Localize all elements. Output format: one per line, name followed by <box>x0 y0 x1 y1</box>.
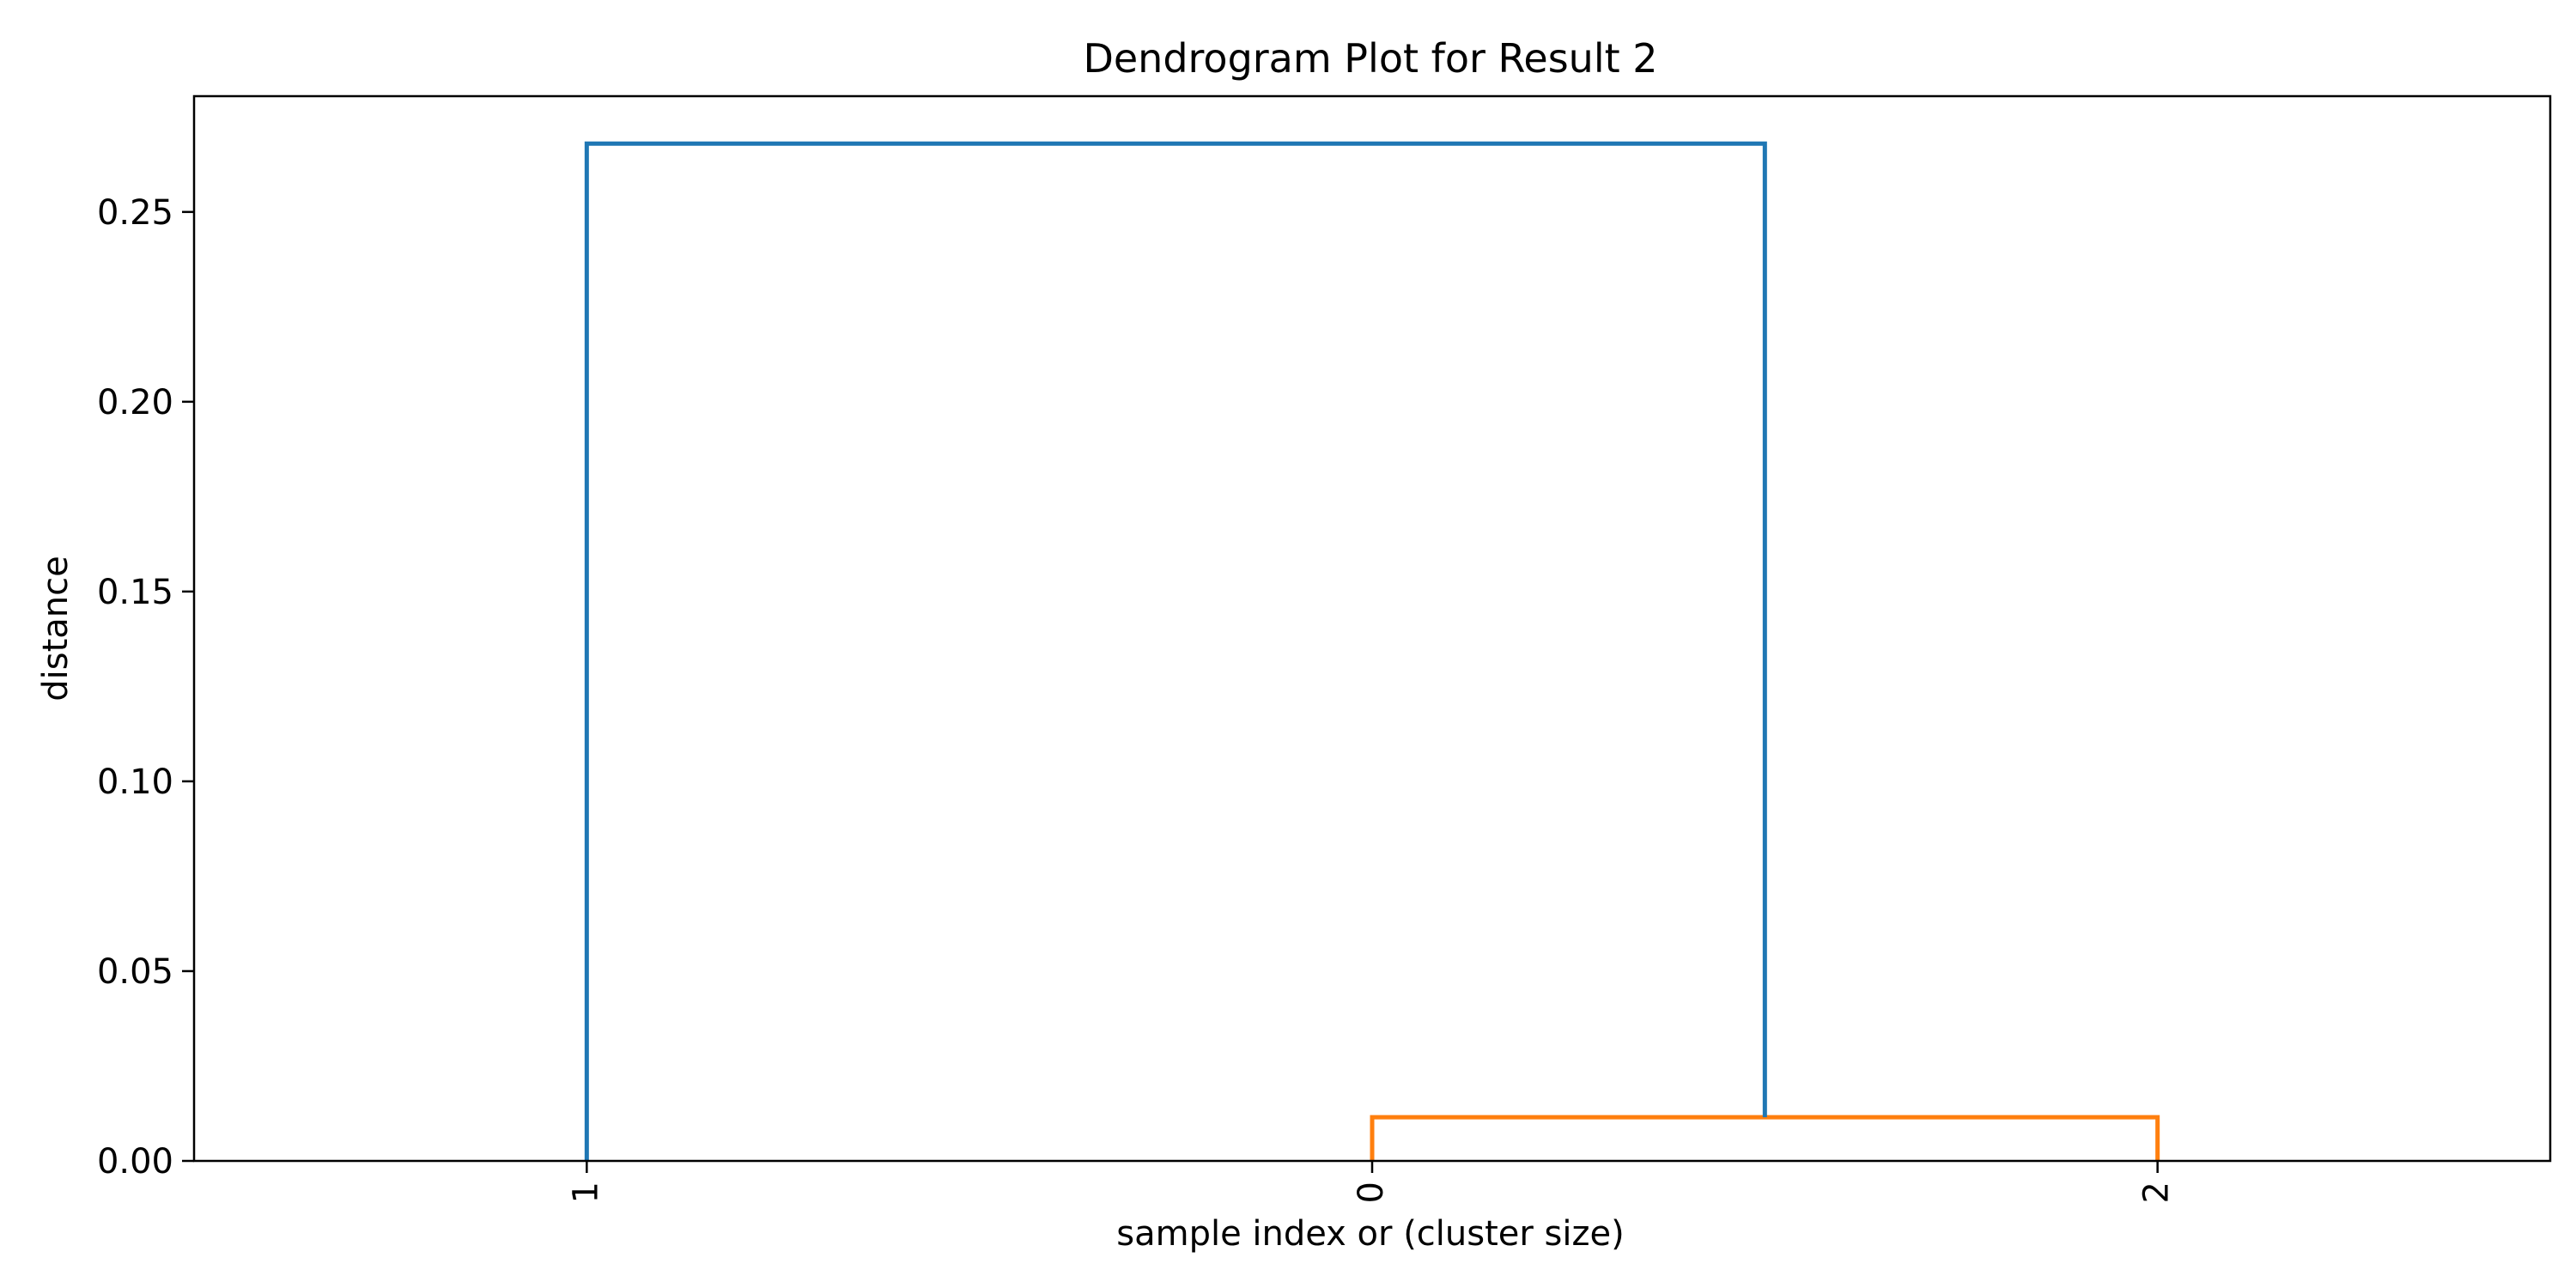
y-tick-label: 0.25 <box>97 193 173 233</box>
x-axis: 1 0 2 <box>566 1161 2177 1203</box>
y-tick-label: 0.05 <box>97 952 173 992</box>
chart-title: Dendrogram Plot for Result 2 <box>1083 35 1657 82</box>
y-tick-label: 0.00 <box>97 1142 173 1182</box>
dendrogram-link-merge-0-2 <box>1370 1115 2160 1161</box>
x-tick-label: 0 <box>1352 1182 1391 1203</box>
y-axis-label: distance <box>36 556 76 702</box>
y-tick-label: 0.10 <box>97 762 173 802</box>
plot-area <box>584 141 2160 1161</box>
y-tick-label: 0.20 <box>97 383 173 422</box>
x-tick-label: 2 <box>2137 1182 2177 1203</box>
x-axis-label: sample index or (cluster size) <box>1116 1214 1624 1254</box>
y-tick-label: 0.15 <box>97 573 173 612</box>
x-tick-label: 1 <box>566 1182 605 1203</box>
y-axis: 0.00 0.05 0.10 0.15 0.20 0.25 <box>97 193 194 1182</box>
axes-frame <box>192 94 2552 1163</box>
dendrogram-link-merge-root <box>584 141 1767 1161</box>
